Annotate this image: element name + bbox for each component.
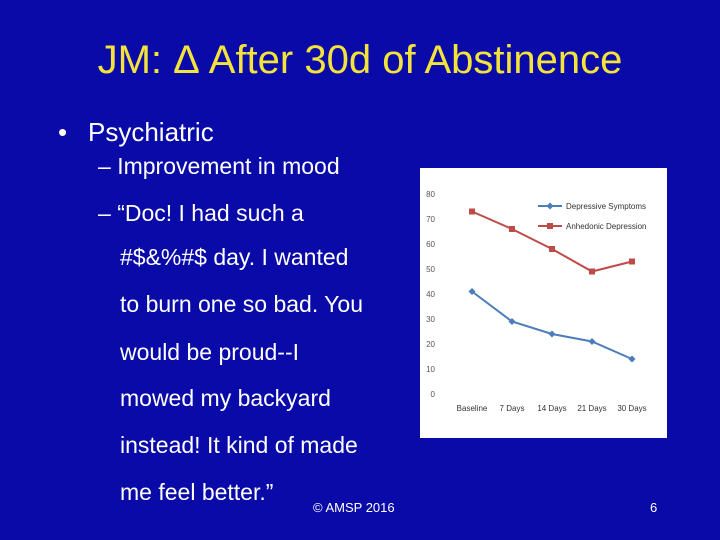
y-tick-label: 30 (426, 315, 435, 324)
legend-label: Depressive Symptoms (566, 202, 646, 211)
quote-line: #$&%#$ day. I wanted (120, 244, 349, 270)
page-number: 6 (650, 500, 658, 515)
x-tick-label: Baseline (457, 404, 488, 413)
copyright-text: © AMSP 2016 (313, 500, 395, 515)
legend-marker (546, 202, 554, 210)
data-point (508, 318, 516, 325)
x-tick-label: 21 Days (577, 404, 606, 413)
sub-bullet-text: Improvement in mood (117, 153, 340, 179)
y-tick-label: 40 (426, 290, 435, 299)
slide-title: JM: Δ After 30d of Abstinence (97, 38, 623, 82)
data-point (468, 288, 476, 295)
x-tick-label: 7 Days (500, 404, 525, 413)
quote-line: “Doc! I had such a (117, 200, 304, 226)
y-tick-label: 70 (426, 215, 435, 224)
quote-line: me feel better.” (120, 479, 274, 505)
sub-bullet-quote: – “Doc! I had such a (98, 199, 304, 227)
sub-dash: – (98, 200, 111, 226)
bullet-text: Psychiatric (88, 117, 214, 147)
y-tick-label: 50 (426, 265, 435, 274)
data-point (629, 258, 635, 265)
y-tick-label: 10 (426, 365, 435, 374)
data-point (628, 355, 636, 363)
data-point (509, 226, 515, 232)
series-line-2 (471, 210, 633, 273)
sub-bullet-mood: – Improvement in mood (98, 152, 340, 180)
data-point (469, 208, 475, 215)
line-chart: 0 10 20 30 40 50 60 70 80 Baseline 7 Days 14 Days 21… (426, 190, 647, 413)
series-line-1 (471, 290, 633, 360)
x-tick-label: 30 Days (617, 404, 646, 413)
legend-marker (547, 223, 553, 229)
y-tick-label: 0 (431, 390, 436, 399)
data-point (589, 268, 595, 275)
quote-line: mowed my backyard (120, 385, 331, 411)
data-point (549, 246, 555, 252)
quote-line: would be proud--I (120, 339, 299, 365)
sub-dash: – (98, 153, 111, 179)
bullet-dot: • (58, 117, 68, 147)
bullet-psychiatric: • Psychiatric (58, 116, 214, 148)
data-point (588, 338, 596, 345)
x-tick-label: 14 Days (537, 404, 566, 413)
y-tick-label: 20 (426, 340, 435, 349)
chart-panel: 0 10 20 30 40 50 60 70 80 Baseline 7 Days 14 Days 21… (420, 168, 667, 438)
y-tick-label: 60 (426, 240, 435, 249)
data-point (548, 330, 556, 338)
legend-label: Anhedonic Depression (566, 222, 647, 231)
quote-line: to burn one so bad. You (120, 291, 363, 317)
quote-line: instead! It kind of made (120, 432, 358, 458)
y-tick-label: 80 (426, 190, 435, 199)
